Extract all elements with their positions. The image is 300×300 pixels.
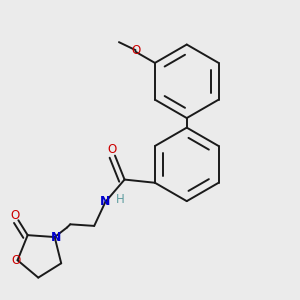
Text: N: N <box>100 195 111 208</box>
Text: N: N <box>51 230 62 244</box>
Text: H: H <box>116 193 124 206</box>
Text: O: O <box>131 44 140 57</box>
Text: O: O <box>107 143 116 156</box>
Text: O: O <box>11 254 21 267</box>
Text: O: O <box>11 209 20 222</box>
